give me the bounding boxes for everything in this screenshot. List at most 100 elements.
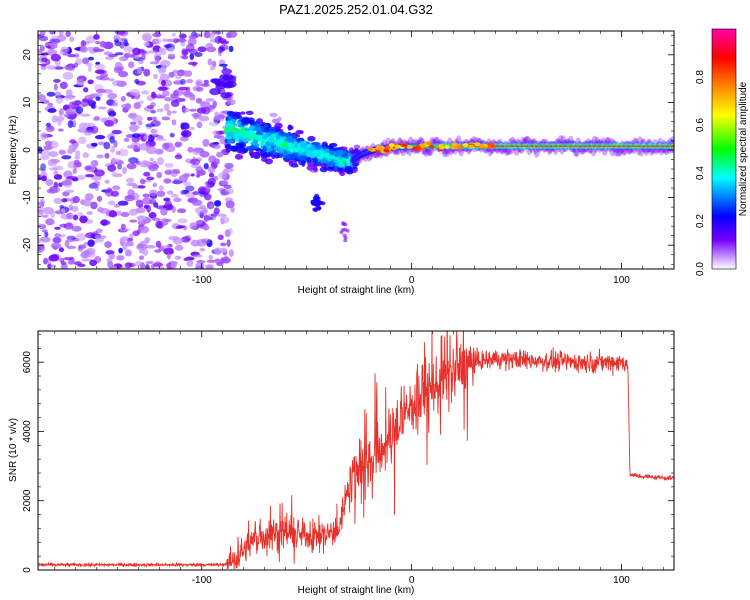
- spectrogram-cell: [226, 98, 232, 106]
- spectrogram-cell: [67, 65, 73, 69]
- spectrogram-cell: [276, 141, 283, 146]
- spectrogram-cell: [90, 175, 102, 181]
- spectrogram-cell: [239, 141, 245, 148]
- spectrogram-cell: [97, 106, 107, 110]
- spectrogram-cell: [94, 41, 101, 45]
- spectrogram-cell: [164, 96, 172, 102]
- spectrogram-cell: [249, 125, 256, 129]
- spectrogram-cell: [192, 33, 202, 38]
- spectrogram-cell: [203, 31, 211, 39]
- spectrogram-cell: [138, 59, 144, 65]
- spectrogram-cell: [138, 255, 145, 260]
- spectrogram-cell: [146, 205, 151, 213]
- spectrogram-cell: [47, 108, 57, 113]
- spectrogram-cell: [110, 145, 116, 153]
- spectrogram-cell: [179, 33, 187, 39]
- spectrogram-cell: [222, 66, 227, 70]
- spectrogram-cell: [312, 207, 318, 212]
- spectrogram-cell: [61, 155, 72, 160]
- spectrogram-cell: [139, 178, 146, 185]
- spectrogram-cell: [319, 166, 328, 173]
- spectrogram-cell: [86, 35, 96, 44]
- spectrogram-cell: [157, 86, 168, 91]
- spectrogram-cell: [178, 86, 189, 91]
- spectrogram-cell: [59, 204, 64, 209]
- spectrogram-cell: [106, 187, 113, 194]
- spectrogram-cell: [170, 99, 180, 108]
- spectrogram-cell: [173, 197, 182, 203]
- spectrogram-cell: [192, 85, 202, 92]
- spectrogram-cell: [206, 259, 217, 263]
- spectrogram-cell: [214, 258, 221, 263]
- spectrogram-cell: [219, 44, 229, 51]
- spectrogram-cell: [301, 160, 306, 167]
- spectrogram-cell: [39, 149, 51, 157]
- spectrogram-cell: [290, 163, 299, 168]
- spectrogram-cell: [384, 145, 391, 150]
- spectrogram-cell: [41, 175, 47, 182]
- spectrogram-cell: [129, 124, 139, 132]
- spectrogram-cell: [307, 135, 316, 142]
- spectrogram-cell: [320, 201, 326, 206]
- spectrogram-cell: [194, 52, 203, 57]
- spectrogram-cell: [164, 162, 174, 168]
- spectrogram-cell: [209, 87, 221, 96]
- spectrogram-cell: [156, 108, 164, 113]
- spectrogram-cell: [154, 53, 161, 60]
- spectrogram-cell: [69, 139, 77, 144]
- spectrogram-cell: [203, 207, 208, 213]
- spectrogram-cell: [347, 161, 353, 166]
- spectrogram-cell: [67, 54, 76, 58]
- spectrogram-cell: [203, 163, 209, 170]
- spectrogram-cell: [474, 142, 481, 147]
- spectrogram-cell: [138, 100, 145, 104]
- spectrogram-cell: [58, 108, 64, 116]
- spectrogram-cell: [124, 195, 135, 202]
- spectrogram-cell: [208, 121, 219, 127]
- spectrogram-cell: [113, 34, 121, 41]
- colorbar-tick-label: 0.0: [695, 262, 706, 276]
- spectrogram-cell: [180, 41, 186, 47]
- spectrogram-cell: [63, 95, 74, 101]
- spectrogram-cell: [163, 103, 170, 111]
- spectrogram-cell: [167, 53, 176, 57]
- spectrogram-cell: [116, 160, 125, 165]
- spectrogram-cell: [333, 165, 339, 171]
- spectrogram-cell: [143, 135, 150, 140]
- spectrogram-cell: [118, 56, 129, 62]
- spectrogram-cell: [224, 162, 234, 169]
- spectrogram-cell: [289, 155, 294, 161]
- spectrogram-cell: [221, 257, 231, 264]
- spectrogram-cell: [108, 78, 115, 82]
- spectrogram-cell: [126, 162, 137, 170]
- snr-y-axis-label: SNR (10 * v/v): [8, 418, 19, 482]
- spectrogram-cell: [80, 99, 89, 107]
- snr-series-line: [38, 331, 674, 569]
- spectrogram-cell: [451, 142, 458, 147]
- spectrogram-cell: [166, 190, 174, 195]
- colorbar-tick-labels: 0.0 0.2 0.4 0.6 0.8: [695, 70, 706, 276]
- spectrogram-cell: [312, 157, 318, 164]
- colorbar-tick-label: 0.2: [695, 214, 706, 228]
- spectrogram-cell: [174, 244, 184, 251]
- spectrogram-cell: [88, 97, 93, 102]
- spectrogram-cell: [227, 116, 232, 121]
- spectrogram-cell: [199, 204, 206, 209]
- spectrogram-cell: [43, 145, 53, 151]
- spectrogram-cell: [284, 155, 290, 160]
- spectrogram-cell: [209, 204, 214, 209]
- spectrogram-cell: [102, 89, 113, 94]
- spectrogram-cell: [228, 45, 234, 53]
- spectrogram-cell: [99, 40, 106, 48]
- spectrogram-cell: [211, 78, 223, 85]
- spectrogram-cell: [255, 148, 264, 152]
- y-tick-label: -20: [22, 238, 33, 253]
- spectrogram-cell: [156, 190, 166, 197]
- spectrogram-cell: [205, 98, 215, 102]
- spectrogram-cell: [144, 264, 150, 269]
- spectrogram-cell: [255, 130, 262, 136]
- spectrogram-cell: [174, 255, 182, 260]
- spectrogram-cell: [352, 166, 358, 170]
- spectrogram-cell: [240, 122, 246, 126]
- spectrogram-cell: [143, 171, 151, 177]
